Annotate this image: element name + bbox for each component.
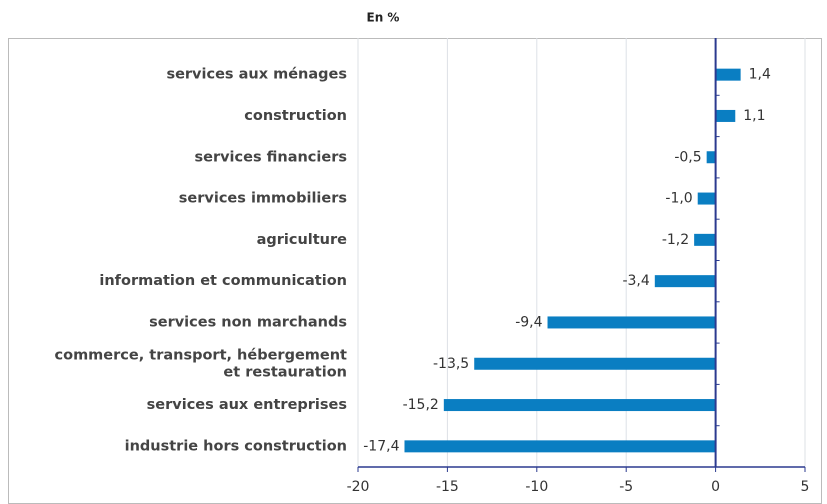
bar bbox=[715, 109, 736, 122]
data-label: -17,4 bbox=[363, 438, 399, 454]
y-tick-label: information et communication bbox=[99, 273, 347, 289]
x-tick-label: -10 bbox=[525, 479, 548, 495]
bar bbox=[706, 151, 716, 164]
y-tick-label: services immobiliers bbox=[179, 191, 347, 207]
y-tick-label: industrie hors construction bbox=[125, 438, 347, 454]
bar bbox=[404, 440, 716, 453]
x-tick-label: -5 bbox=[619, 479, 633, 495]
bar bbox=[697, 192, 716, 205]
x-tick-label: -20 bbox=[347, 479, 370, 495]
data-label: 1,4 bbox=[749, 67, 771, 83]
y-tick-label: commerce, transport, hébergement et resta… bbox=[55, 347, 348, 380]
y-tick-label: services aux entreprises bbox=[147, 397, 347, 413]
x-tick-label: -15 bbox=[436, 479, 459, 495]
y-tick-label: agriculture bbox=[257, 232, 348, 248]
y-tick-label: services financiers bbox=[194, 149, 347, 165]
data-label: -3,4 bbox=[622, 273, 649, 289]
data-label: -15,2 bbox=[403, 397, 439, 413]
data-label: -1,2 bbox=[662, 232, 689, 248]
bar bbox=[654, 275, 716, 288]
data-label: -9,4 bbox=[515, 314, 542, 330]
bar bbox=[474, 357, 716, 370]
y-tick-label: services aux ménages bbox=[166, 67, 347, 83]
data-label: -13,5 bbox=[433, 356, 469, 372]
data-label: -1,0 bbox=[665, 191, 692, 207]
chart-frame bbox=[8, 38, 822, 504]
bar bbox=[715, 68, 741, 81]
x-tick-label: 0 bbox=[711, 479, 720, 495]
bar bbox=[547, 316, 716, 329]
x-tick-label: 5 bbox=[801, 479, 810, 495]
data-label: -0,5 bbox=[674, 149, 701, 165]
data-label: 1,1 bbox=[743, 108, 765, 124]
chart-title: En % bbox=[367, 11, 400, 25]
y-tick-label: services non marchands bbox=[149, 314, 347, 330]
bar bbox=[694, 233, 716, 246]
y-tick-label: construction bbox=[244, 108, 347, 124]
bar bbox=[443, 399, 716, 412]
